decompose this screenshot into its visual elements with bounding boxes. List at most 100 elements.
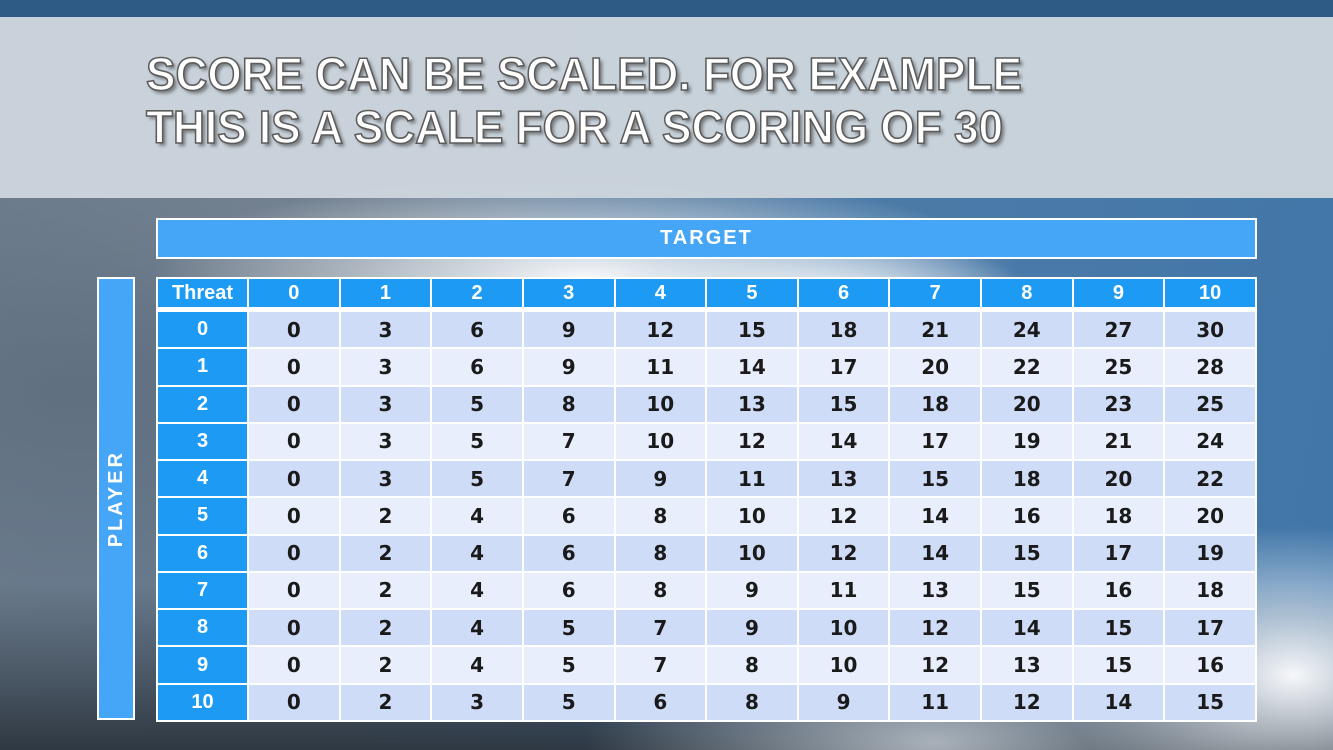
- score-cell: 0: [249, 498, 339, 534]
- score-cell: 0: [249, 423, 339, 460]
- score-cell: 18: [798, 312, 889, 348]
- score-cell: 30: [1165, 312, 1255, 348]
- score-cell: 2: [340, 647, 431, 683]
- score-cell: 3: [340, 423, 431, 460]
- score-cell: 15: [1073, 647, 1164, 683]
- row-header-cell: 1: [158, 349, 247, 385]
- score-cell: 11: [707, 461, 797, 497]
- score-cell: 18: [1073, 498, 1164, 534]
- score-cell: 13: [982, 647, 1072, 683]
- score-cell: 13: [798, 461, 889, 497]
- score-cell: 8: [615, 572, 706, 609]
- score-cell: 3: [340, 461, 431, 497]
- score-cell: 16: [982, 498, 1072, 534]
- score-cell: 7: [615, 610, 706, 646]
- score-cell: 2: [340, 610, 431, 646]
- score-table-body: 0 0 3 6 9 12 15 18 21 24 27 30 1 0 3 6 9 11 14 17 20 22 25 28 2 0…: [158, 312, 1255, 720]
- score-cell: 19: [982, 423, 1072, 460]
- score-cell: 3: [432, 684, 522, 720]
- score-cell: 13: [890, 572, 980, 609]
- score-cell: 18: [1165, 572, 1255, 609]
- score-cell: 0: [249, 684, 339, 720]
- score-cell: 9: [798, 684, 889, 720]
- row-header-cell: 0: [158, 312, 247, 348]
- score-cell: 15: [798, 386, 889, 422]
- score-cell: 10: [615, 386, 706, 422]
- score-cell: 11: [890, 684, 980, 720]
- score-cell: 11: [615, 349, 706, 385]
- score-cell: 12: [890, 647, 980, 683]
- score-cell: 5: [432, 423, 522, 460]
- score-cell: 7: [523, 461, 614, 497]
- score-cell: 6: [615, 684, 706, 720]
- score-cell: 24: [982, 312, 1072, 348]
- score-cell: 6: [432, 312, 522, 348]
- score-cell: 2: [340, 684, 431, 720]
- score-cell: 0: [249, 312, 339, 348]
- score-cell: 9: [523, 349, 614, 385]
- score-cell: 12: [798, 498, 889, 534]
- score-cell: 20: [982, 386, 1072, 422]
- column-header-cell: 7: [890, 279, 980, 310]
- table-row: 10 0 2 3 5 6 8 9 11 12 14 15: [158, 684, 1255, 720]
- score-cell: 4: [432, 610, 522, 646]
- score-cell: 0: [249, 610, 339, 646]
- score-cell: 18: [982, 461, 1072, 497]
- score-cell: 2: [340, 535, 431, 571]
- slide-title-line2: THIS IS A SCALE FOR A SCORING OF 30: [145, 100, 1004, 154]
- header-row: Threat 0 1 2 3 4 5 6 7 8 9 10: [158, 279, 1255, 310]
- score-cell: 6: [523, 535, 614, 571]
- table-row: 6 0 2 4 6 8 10 12 14 15 17 19: [158, 535, 1255, 571]
- row-header-cell: 3: [158, 423, 247, 460]
- score-cell: 2: [340, 572, 431, 609]
- player-axis-banner: PLAYER: [97, 277, 135, 720]
- score-cell: 15: [707, 312, 797, 348]
- table-row: 7 0 2 4 6 8 9 11 13 15 16 18: [158, 572, 1255, 609]
- score-cell: 14: [982, 610, 1072, 646]
- score-cell: 20: [890, 349, 980, 385]
- score-cell: 5: [523, 684, 614, 720]
- score-cell: 0: [249, 572, 339, 609]
- score-cell: 0: [249, 349, 339, 385]
- score-cell: 10: [615, 423, 706, 460]
- row-header-cell: 6: [158, 535, 247, 571]
- score-cell: 12: [615, 312, 706, 348]
- score-cell: 25: [1165, 386, 1255, 422]
- table-row: 1 0 3 6 9 11 14 17 20 22 25 28: [158, 349, 1255, 385]
- score-cell: 9: [615, 461, 706, 497]
- score-cell: 9: [707, 572, 797, 609]
- column-header-cell: 0: [249, 279, 339, 310]
- score-cell: 3: [340, 386, 431, 422]
- table-row: 8 0 2 4 5 7 9 10 12 14 15 17: [158, 610, 1255, 646]
- score-cell: 25: [1073, 349, 1164, 385]
- title-band: [0, 17, 1333, 198]
- score-table: Threat 0 1 2 3 4 5 6 7 8 9 10 0 0 3 6 9 12 15 18 21 24 27 30 1…: [156, 277, 1257, 722]
- score-cell: 4: [432, 647, 522, 683]
- score-cell: 20: [1165, 498, 1255, 534]
- score-cell: 5: [523, 647, 614, 683]
- row-header-cell: 8: [158, 610, 247, 646]
- score-cell: 12: [707, 423, 797, 460]
- score-cell: 6: [523, 498, 614, 534]
- column-header-cell: 3: [523, 279, 614, 310]
- row-header-cell: 5: [158, 498, 247, 534]
- score-cell: 10: [707, 498, 797, 534]
- score-cell: 8: [707, 684, 797, 720]
- score-cell: 15: [1165, 684, 1255, 720]
- slide-title: SCORE CAN BE SCALED. FOR EXAMPLE THIS IS…: [145, 47, 1260, 154]
- score-cell: 17: [798, 349, 889, 385]
- column-header-cell: 8: [982, 279, 1072, 310]
- score-cell: 24: [1165, 423, 1255, 460]
- score-cell: 17: [1073, 535, 1164, 571]
- column-header-cell: 4: [615, 279, 706, 310]
- column-header-cell: 1: [340, 279, 431, 310]
- score-cell: 0: [249, 386, 339, 422]
- slide-title-line1: SCORE CAN BE SCALED. FOR EXAMPLE: [145, 47, 1022, 101]
- row-header-cell: 10: [158, 684, 247, 720]
- table-row: 5 0 2 4 6 8 10 12 14 16 18 20: [158, 498, 1255, 534]
- score-cell: 12: [982, 684, 1072, 720]
- score-cell: 9: [523, 312, 614, 348]
- score-cell: 4: [432, 572, 522, 609]
- score-cell: 27: [1073, 312, 1164, 348]
- row-header-cell: 4: [158, 461, 247, 497]
